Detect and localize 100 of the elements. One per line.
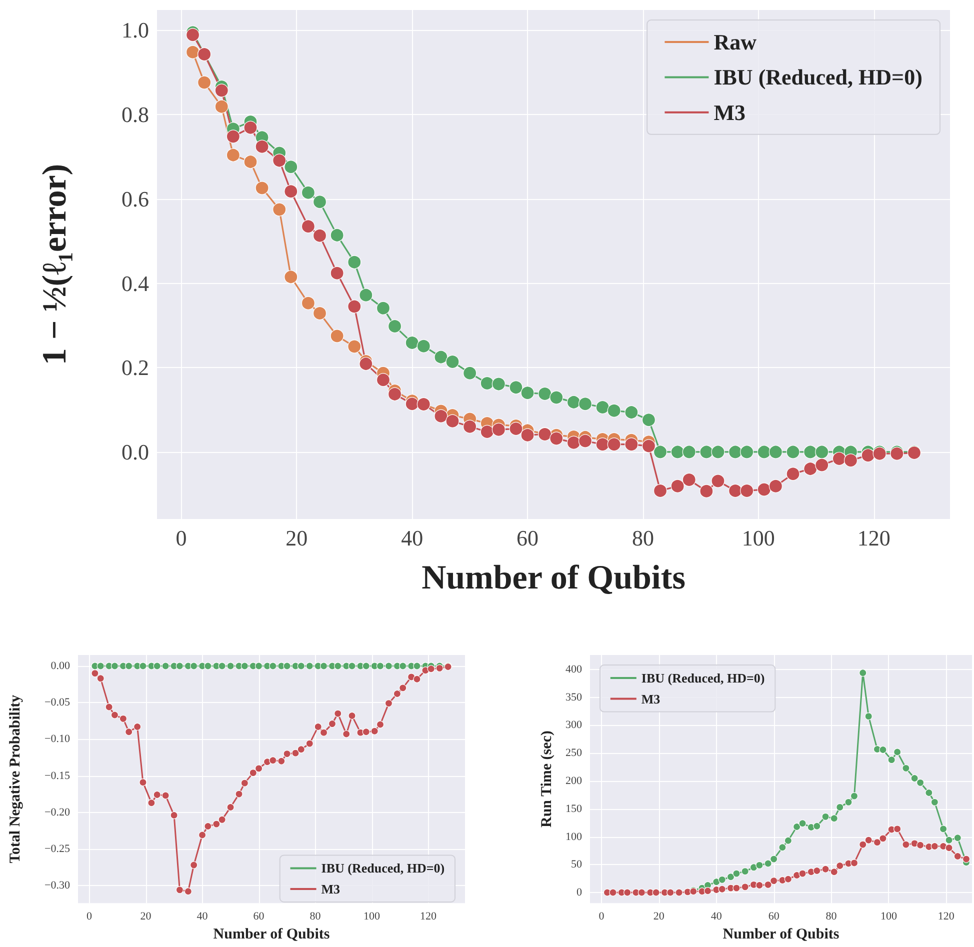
point: [726, 873, 735, 881]
point: [624, 406, 638, 420]
point: [226, 662, 234, 670]
y-tick-label: −0.20: [44, 806, 70, 818]
y-tick-label: 1.0: [122, 18, 149, 43]
point: [732, 884, 740, 892]
y-tick-label: 300: [566, 719, 582, 732]
x-tick-label: 80: [632, 526, 654, 550]
point: [312, 306, 327, 320]
point: [91, 670, 99, 678]
legend-label: M3: [714, 100, 746, 125]
point: [607, 404, 621, 418]
y-tick-label: −0.30: [44, 880, 70, 892]
point: [954, 852, 962, 860]
x-tick-label: 60: [768, 910, 780, 923]
point: [784, 836, 792, 844]
point: [359, 357, 373, 371]
point: [362, 662, 370, 670]
point: [348, 340, 362, 354]
point: [330, 228, 344, 242]
x-tick-label: 20: [653, 910, 665, 923]
point: [301, 220, 316, 234]
point: [413, 662, 421, 670]
point: [711, 474, 725, 488]
x-axis-title: Number of Qubits: [722, 926, 840, 942]
point: [190, 662, 198, 670]
point: [249, 769, 257, 777]
point: [550, 390, 564, 404]
y-tick-label: 0.00: [50, 660, 70, 672]
point: [413, 675, 421, 683]
point: [212, 820, 220, 828]
point: [520, 428, 534, 442]
point: [815, 458, 829, 472]
point: [399, 662, 407, 670]
point: [226, 803, 234, 812]
point: [653, 445, 668, 459]
x-tick-label: 80: [310, 910, 322, 923]
point: [254, 764, 263, 772]
point: [342, 730, 350, 738]
point: [844, 454, 858, 468]
point: [732, 870, 740, 878]
point: [190, 861, 198, 869]
point: [888, 756, 896, 764]
point: [750, 864, 758, 872]
point: [718, 885, 726, 893]
point: [768, 479, 782, 493]
y-tick-label: 0.0: [122, 439, 149, 464]
point: [312, 228, 327, 242]
point: [550, 432, 564, 446]
point: [764, 880, 772, 888]
point: [764, 860, 772, 868]
point: [376, 662, 384, 670]
y-tick-label: 0: [576, 886, 582, 899]
point: [384, 700, 393, 708]
point: [859, 840, 867, 848]
point: [254, 662, 263, 670]
point: [362, 728, 370, 736]
point: [176, 886, 184, 894]
point: [301, 296, 316, 310]
point: [204, 822, 212, 830]
y-tick-label: 0.2: [122, 355, 149, 380]
legend-label: IBU (Reduced, HD=0): [714, 64, 922, 90]
x-tick-label: 120: [857, 526, 890, 550]
point: [916, 778, 924, 786]
point: [388, 319, 402, 334]
point: [198, 831, 206, 839]
point: [244, 155, 258, 169]
x-tick-label: 120: [938, 910, 955, 923]
point: [836, 803, 844, 812]
point: [214, 100, 228, 114]
point: [272, 202, 286, 216]
y-tick-label: 200: [566, 775, 582, 787]
point: [198, 76, 212, 90]
y-tick-label: 400: [566, 663, 582, 676]
point: [538, 386, 552, 401]
point: [642, 439, 656, 453]
point: [348, 712, 356, 720]
legend-label: M3: [321, 882, 341, 896]
y-tick-label: 0.6: [122, 186, 149, 212]
point: [741, 868, 749, 876]
point: [162, 792, 170, 800]
x-tick-label: 100: [742, 526, 775, 550]
y-axis-title: Total Negative Probability: [8, 694, 24, 864]
point: [813, 822, 821, 830]
point: [757, 482, 771, 496]
point: [682, 445, 696, 459]
point: [434, 409, 448, 423]
y-tick-label: −0.15: [44, 770, 70, 782]
point: [859, 669, 867, 677]
point: [939, 825, 948, 833]
point: [830, 814, 838, 822]
point: [218, 816, 226, 824]
y-tick-label: 350: [566, 691, 582, 704]
point: [786, 467, 800, 481]
point: [850, 859, 858, 867]
point: [480, 376, 494, 390]
point: [954, 834, 962, 842]
point: [770, 855, 778, 863]
point: [139, 662, 147, 670]
point: [119, 714, 127, 722]
